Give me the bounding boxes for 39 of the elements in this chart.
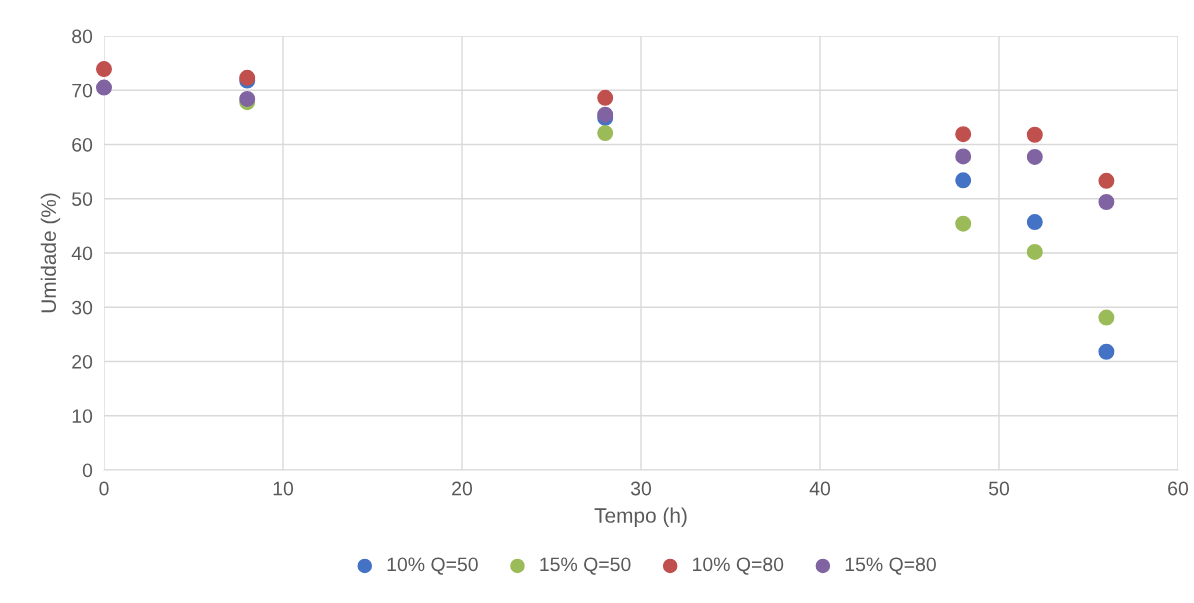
- point: [1098, 343, 1115, 360]
- point: [955, 126, 972, 143]
- legend-label: 15% Q=50: [540, 557, 631, 575]
- legend-label: 10% Q=80: [693, 557, 784, 575]
- point: [955, 172, 972, 189]
- point: [1026, 214, 1043, 231]
- y-tick-label: 50: [72, 192, 93, 206]
- y-tick-label: 10: [72, 409, 93, 423]
- y-tick-label: 20: [72, 354, 93, 369]
- y-tick-label: 30: [72, 300, 93, 315]
- x-tick-label: 60: [1168, 481, 1189, 496]
- x-tick-label: 0: [99, 481, 109, 496]
- y-tick-label: 40: [71, 246, 93, 261]
- point: [597, 89, 614, 106]
- point: [96, 79, 112, 96]
- x-tick-label: 40: [809, 481, 831, 496]
- point: [1098, 172, 1115, 189]
- y-axis-title: Umidade (%): [40, 193, 61, 313]
- point: [955, 148, 972, 165]
- point: [96, 61, 112, 78]
- point: [1026, 243, 1043, 260]
- y-tick-label: 0: [82, 463, 93, 478]
- x-tick-label: 50: [988, 481, 1010, 496]
- y-tick-label: 60: [72, 137, 93, 152]
- point: [239, 90, 256, 107]
- x-tick-label: 30: [630, 481, 652, 496]
- point: [1026, 148, 1043, 165]
- y-tick-label: 80: [72, 29, 93, 44]
- point: [1098, 194, 1115, 210]
- x-axis-title: Tempo (h): [594, 507, 687, 527]
- point: [597, 125, 614, 142]
- y-tick-label: 70: [72, 83, 93, 98]
- point: [1026, 126, 1043, 143]
- legend-label: 15% Q=80: [845, 557, 936, 575]
- legend-label: 10% Q=50: [387, 557, 478, 575]
- x-tick-label: 20: [452, 481, 473, 496]
- point: [1098, 309, 1115, 326]
- x-tick-label: 10: [273, 481, 294, 496]
- point: [955, 215, 972, 232]
